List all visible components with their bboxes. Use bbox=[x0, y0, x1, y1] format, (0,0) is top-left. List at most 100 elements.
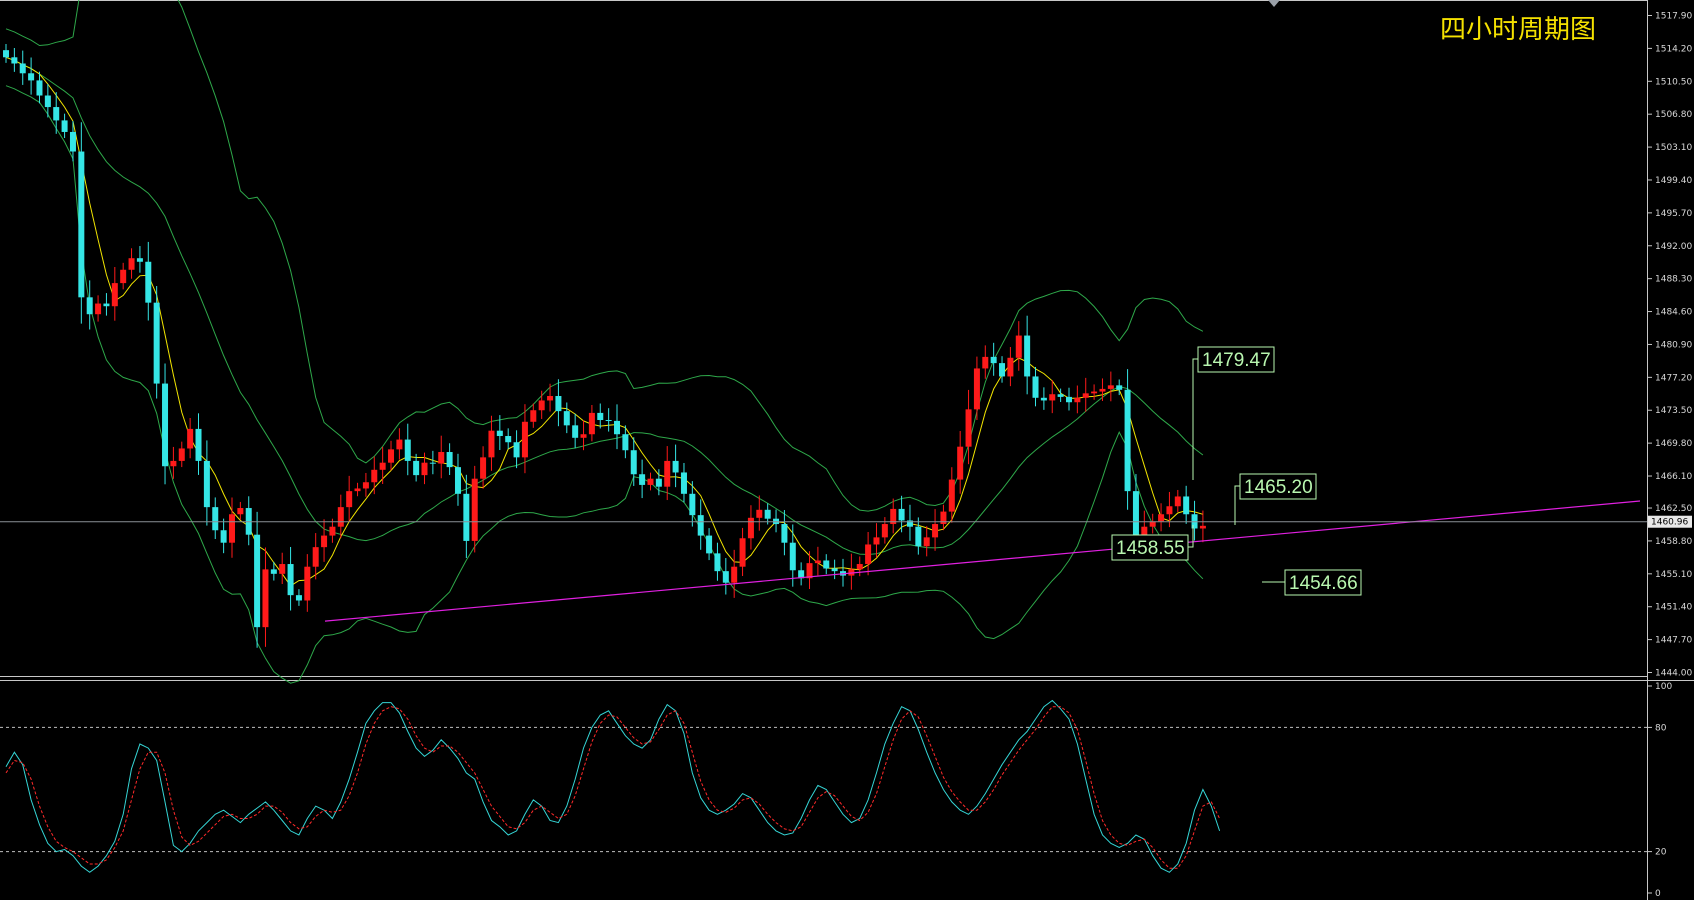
candle-body bbox=[906, 520, 913, 527]
candle-body bbox=[1132, 491, 1139, 536]
candle-body bbox=[622, 434, 629, 451]
candle-body bbox=[36, 80, 43, 96]
candle bbox=[128, 248, 135, 279]
candle bbox=[680, 462, 687, 503]
candle bbox=[764, 503, 771, 525]
candle bbox=[614, 404, 621, 450]
price-axis-label: 1473.50 bbox=[1655, 406, 1692, 416]
candle bbox=[831, 559, 838, 580]
candle-body bbox=[572, 425, 579, 438]
candle bbox=[572, 413, 579, 449]
candle-body bbox=[957, 446, 964, 480]
candle-body bbox=[19, 63, 26, 74]
candle bbox=[136, 246, 143, 273]
candle-body bbox=[630, 450, 637, 475]
candle bbox=[178, 441, 185, 468]
candle bbox=[739, 527, 746, 577]
candle bbox=[153, 286, 160, 399]
candle-body bbox=[940, 511, 947, 525]
price-axis-label: 1477.20 bbox=[1655, 373, 1692, 383]
candle bbox=[337, 494, 344, 538]
candle bbox=[957, 431, 964, 494]
candle bbox=[488, 415, 495, 471]
candle bbox=[856, 556, 863, 577]
candle-body bbox=[11, 57, 18, 64]
candle-body bbox=[781, 524, 788, 543]
candle bbox=[806, 551, 813, 590]
candle bbox=[379, 446, 386, 485]
candle bbox=[622, 425, 629, 459]
candle-body bbox=[53, 107, 60, 121]
candle-body bbox=[689, 493, 696, 516]
candle-body bbox=[647, 478, 654, 485]
candle-body bbox=[664, 460, 671, 487]
candle-body bbox=[1024, 335, 1031, 377]
candle bbox=[706, 528, 713, 561]
candle bbox=[446, 443, 453, 476]
candle bbox=[3, 43, 9, 63]
price-axis-label: 1469.80 bbox=[1655, 439, 1692, 449]
candle bbox=[814, 546, 821, 576]
candle-body bbox=[547, 396, 554, 401]
candle bbox=[1040, 387, 1047, 410]
current-price-line: 1460.96 bbox=[0, 515, 1692, 528]
candle-body bbox=[279, 564, 286, 574]
price-axis-label: 1484.60 bbox=[1655, 308, 1692, 318]
candle bbox=[86, 280, 93, 330]
annotation-connector bbox=[1234, 485, 1240, 525]
candle-body bbox=[915, 526, 922, 547]
chart-title: 四小时周期图 bbox=[1440, 15, 1596, 45]
candle bbox=[111, 266, 118, 321]
candle-body bbox=[187, 428, 194, 449]
candle bbox=[304, 554, 311, 612]
candle-body bbox=[1158, 514, 1165, 522]
candle-body bbox=[3, 50, 9, 58]
candle-body bbox=[178, 448, 185, 461]
candle bbox=[798, 562, 805, 586]
price-axis-label: 1499.40 bbox=[1655, 176, 1692, 186]
candle-body bbox=[555, 396, 562, 412]
candle bbox=[329, 518, 336, 543]
candle-body bbox=[982, 356, 989, 369]
candle bbox=[388, 440, 395, 471]
candle bbox=[295, 589, 302, 606]
candle-body bbox=[764, 509, 771, 519]
candle-body bbox=[1057, 394, 1064, 397]
price-annotation-label: 1454.66 bbox=[1289, 573, 1358, 594]
candle bbox=[1183, 485, 1190, 524]
candle-body bbox=[856, 564, 863, 570]
candle bbox=[44, 83, 51, 118]
candle-body bbox=[990, 356, 997, 364]
candle bbox=[480, 446, 487, 489]
candle-body bbox=[1049, 394, 1056, 401]
candle-body bbox=[655, 478, 662, 487]
candle-body bbox=[44, 95, 51, 108]
candle bbox=[362, 472, 369, 497]
candle-body bbox=[1065, 396, 1072, 403]
candle-body bbox=[1082, 393, 1089, 398]
price-annotation-box bbox=[1239, 473, 1317, 500]
candle bbox=[237, 501, 244, 520]
candle-body bbox=[463, 493, 470, 541]
candle-body bbox=[588, 412, 595, 435]
price-axis-label: 1451.40 bbox=[1655, 603, 1692, 613]
bollinger-middle-band bbox=[5, 56, 1204, 556]
stochastic-axis-label: 80 bbox=[1655, 723, 1667, 733]
candle-body bbox=[697, 515, 704, 536]
price-axis-label: 1447.70 bbox=[1655, 636, 1692, 646]
candle bbox=[454, 453, 461, 506]
candle bbox=[270, 561, 277, 581]
candle-body bbox=[203, 460, 210, 508]
candle bbox=[28, 57, 35, 95]
candle bbox=[1107, 371, 1114, 402]
triangle-down-icon[interactable] bbox=[1268, 0, 1280, 7]
candle bbox=[19, 50, 26, 85]
candle-body bbox=[672, 460, 679, 473]
price-annotation: 1479.47 bbox=[1197, 346, 1275, 373]
candle bbox=[672, 444, 679, 488]
price-axis-label: 1495.70 bbox=[1655, 209, 1692, 219]
candle bbox=[973, 356, 980, 421]
price-axis-label: 1466.10 bbox=[1655, 472, 1692, 482]
candle-body bbox=[1199, 525, 1206, 529]
candle bbox=[145, 241, 152, 321]
